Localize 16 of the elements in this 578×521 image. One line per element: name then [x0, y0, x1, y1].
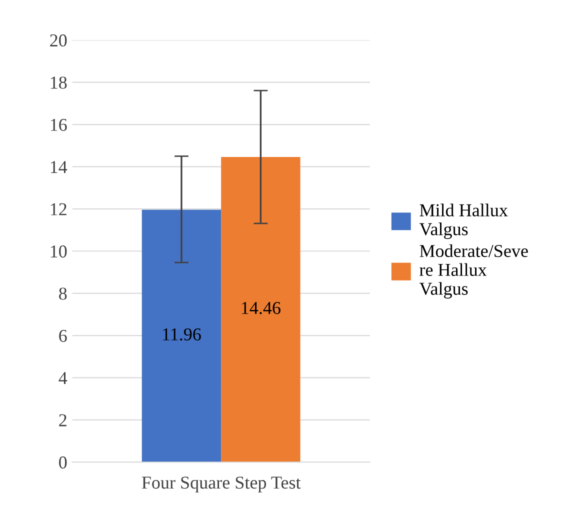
- y-tick-label: 8: [59, 288, 67, 300]
- y-tick-label: 14: [50, 161, 68, 173]
- data-label: 11.96: [163, 328, 201, 341]
- legend-label: Mild Hallux Valgus: [419, 204, 508, 239]
- y-tick-label: 2: [59, 414, 66, 426]
- y-tick-label: 10: [50, 245, 67, 258]
- y-tick-label: 18: [50, 76, 67, 89]
- y-tick-label: 12: [50, 203, 66, 216]
- y-tick-label: 4: [58, 372, 68, 384]
- x-tick-label: Four Square Step Test: [142, 476, 301, 492]
- y-tick-label: 6: [59, 330, 67, 342]
- y-tick-label: 16: [50, 118, 67, 131]
- y-tick-label: 0: [59, 456, 67, 469]
- legend-label: Moderate/Severe Hallux Valgus: [419, 244, 528, 299]
- data-label: 14.46: [242, 302, 280, 314]
- y-tick-label: 20: [50, 34, 67, 47]
